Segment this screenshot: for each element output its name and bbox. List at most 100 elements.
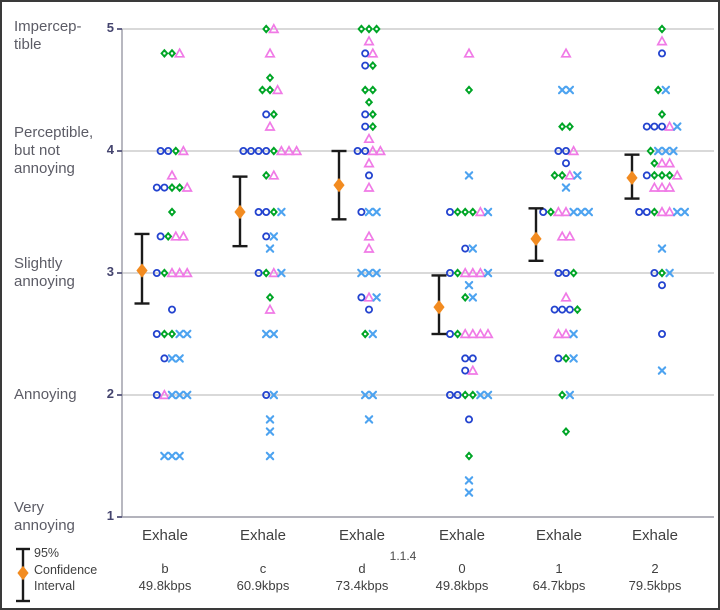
marker-blue-x (672, 207, 682, 217)
marker-blue-circle (364, 171, 373, 180)
marker-blue-circle (554, 354, 563, 363)
marker-blue-circle (658, 281, 667, 290)
column-group-label: Exhale (439, 527, 485, 544)
marker-green-diamond-center (272, 113, 276, 116)
marker-green-diamond-center (163, 332, 166, 336)
marker-blue-x (476, 390, 485, 400)
marker-pink-triangle (173, 267, 186, 278)
marker-pink-triangle (467, 267, 479, 278)
marker-blue-x (269, 329, 279, 339)
marker-blue-circle (642, 171, 651, 180)
marker-green-diamond-center (375, 27, 378, 31)
marker-pink-triangle (567, 145, 580, 156)
marker-green-diamond-center (564, 357, 568, 360)
y-axis-label-very-annoying: Very annoying (14, 499, 75, 534)
marker-blue-x (265, 451, 275, 461)
marker-green-diamond-center (363, 332, 367, 336)
marker-blue-circle (152, 390, 161, 399)
marker-blue-circle (246, 146, 255, 155)
marker-green-diamond-center (653, 161, 656, 165)
marker-blue-x (364, 207, 374, 217)
marker-blue-x (464, 488, 474, 497)
marker-blue-x (657, 366, 667, 375)
marker-blue-x (182, 390, 192, 400)
marker-blue-x (269, 390, 279, 400)
column-label-group-4: Exhale 0 49.8kbps (436, 527, 489, 593)
y-tick-label-5: 5 (106, 20, 114, 35)
marker-blue-circle (254, 146, 263, 155)
marker-green-diamond-center (660, 271, 664, 275)
marker-pink-triangle (482, 328, 494, 339)
y-axis-label-slightly-annoying: Slightly annoying (14, 255, 75, 290)
marker-blue-x (167, 390, 177, 400)
marker-blue-x (483, 390, 493, 400)
marker-blue-circle (554, 146, 563, 155)
marker-pink-triangle (656, 157, 668, 168)
marker-green-diamond-center (268, 296, 272, 299)
marker-pink-triangle (556, 230, 568, 241)
marker-pink-triangle (173, 47, 186, 58)
marker-blue-x (265, 415, 275, 424)
marker-blue-x (569, 354, 578, 363)
marker-blue-circle (361, 49, 370, 58)
marker-blue-circle (461, 366, 470, 375)
marker-green-diamond-center (371, 125, 375, 128)
marker-blue-x (372, 293, 381, 302)
marker-pink-triangle (363, 242, 375, 253)
marker-blue-x (672, 122, 682, 131)
marker-green-diamond-center (272, 210, 276, 214)
marker-pink-triangle (474, 267, 487, 278)
marker-pink-triangle (671, 169, 683, 180)
marker-blue-circle (453, 390, 462, 399)
marker-pink-triangle (552, 206, 565, 217)
marker-pink-triangle (656, 206, 668, 217)
marker-blue-circle (152, 329, 161, 338)
marker-green-diamond-center (367, 100, 371, 104)
marker-blue-circle (539, 207, 548, 216)
marker-pink-triangle (264, 47, 276, 58)
column-bitrate-label: 49.8kbps (138, 578, 192, 593)
marker-blue-circle (562, 268, 571, 277)
marker-green-diamond-center (471, 210, 475, 214)
marker-blue-x (277, 207, 286, 217)
marker-blue-circle (635, 207, 644, 216)
marker-blue-circle (357, 293, 366, 302)
marker-green-diamond-center (456, 271, 459, 275)
marker-pink-triangle (663, 120, 676, 131)
marker-blue-x (665, 268, 674, 278)
marker-blue-circle (361, 61, 370, 70)
marker-blue-x (372, 207, 381, 217)
marker-green-diamond-center (463, 296, 467, 299)
column-group-label: Exhale (339, 527, 385, 544)
marker-pink-triangle (363, 35, 375, 46)
column-group-label: Exhale (142, 527, 188, 544)
marker-pink-triangle (181, 267, 193, 278)
marker-blue-circle (357, 207, 366, 216)
marker-pink-triangle (560, 47, 572, 58)
marker-blue-circle (554, 268, 563, 277)
marker-pink-triangle (170, 230, 182, 241)
marker-blue-x (175, 390, 184, 400)
marker-blue-x (360, 390, 370, 400)
marker-green-diamond-center (264, 271, 268, 275)
marker-green-diamond-center (163, 52, 166, 55)
marker-green-diamond-center (471, 393, 475, 397)
marker-blue-circle (562, 159, 571, 168)
marker-green-diamond-center (178, 186, 181, 189)
marker-pink-triangle (264, 303, 276, 314)
marker-green-diamond-center (653, 210, 656, 214)
marker-pink-triangle (467, 364, 479, 375)
marker-green-diamond-center (166, 235, 170, 238)
y-axis-label-imperceptible: Impercep- tible (14, 18, 82, 53)
marker-green-diamond-center (660, 27, 664, 31)
marker-blue-circle (361, 122, 370, 131)
marker-blue-x (680, 207, 690, 217)
marker-pink-triangle (459, 328, 471, 339)
marker-pink-triangle (560, 291, 572, 302)
marker-pink-triangle (268, 23, 280, 34)
column-code-label: 2 (651, 561, 659, 576)
marker-pink-triangle (268, 169, 280, 180)
column-label-group-6: Exhale 2 79.5kbps (629, 527, 682, 593)
marker-blue-circle (262, 207, 271, 216)
column-bitrate-label: 64.7kbps (532, 578, 586, 593)
